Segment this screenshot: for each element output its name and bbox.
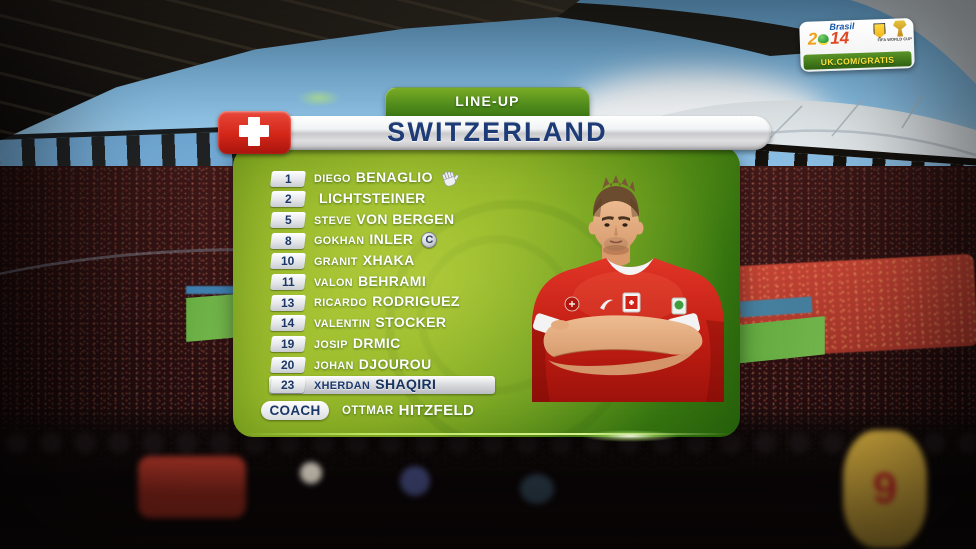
lineup-label: LINE-UP [455,93,520,109]
lineup-panel: 1 DIEGO BENAGLIO 2 LICHTSTEINER 5 STEVE VON BER… [233,146,742,444]
player-name: JOHAN DJOUROU [314,356,432,374]
player-number-badge: 19 [270,336,306,352]
player-first-name: GOKHAN [314,235,365,248]
player-number-badge: 20 [270,356,306,373]
player-name: VALON BEHRAMI [314,273,426,291]
player-name: JOSIP DRMIC [314,335,401,353]
player-number-badge: 10 [270,253,306,269]
player-row: 20 JOHAN DJOUROU [233,354,740,375]
goalkeeper-glove-icon [441,171,459,187]
swiss-flag-icon [218,111,291,154]
player-row: 13 RICARDO RODRIGUEZ [233,292,740,313]
player-number-badge: 14 [270,315,306,331]
player-first-name: STEVE [314,214,352,227]
player-row: 1 DIEGO BENAGLIO [233,168,740,189]
coach-label: COACH [261,401,329,420]
player-list: 1 DIEGO BENAGLIO 2 LICHTSTEINER 5 STEVE VON BER… [233,168,740,396]
football-icon [818,33,830,45]
coach-last-name: HITZFELD [398,402,475,419]
player-row: 23 XHERDAN SHAQIRI [233,375,740,396]
lineup-tab: LINE-UP [385,87,590,121]
trophy-label: FIFA WORLD CUP [877,36,912,43]
player-first-name: RICARDO [314,297,368,310]
player-name: XHERDAN SHAQIRI [314,376,436,394]
player-number-badge: 1 [270,170,306,187]
player-name: STEVE VON BERGEN [314,211,455,229]
player-row: 2 LICHTSTEINER [233,189,740,210]
player-number-badge: 13 [270,294,306,311]
player-number-badge: 5 [270,211,306,228]
year-2014-logo: 2 14 [807,28,850,49]
player-first-name: VALENTIN [314,318,371,331]
coach-first-name: OTTMAR [342,404,394,417]
player-last-name: RODRIGUEZ [372,293,460,310]
player-row: 11 VALON BEHRAMI [233,271,740,292]
player-last-name: LICHTSTEINER [319,190,426,207]
world-cup-trophy-icon [892,20,908,37]
red-object [138,456,246,518]
player-last-name: SHAQIRI [375,376,437,393]
watermark-caption: UK.COM/GRATIS [803,51,912,70]
player-last-name: DRMIC [352,334,401,351]
player-number-badge: 23 [270,377,306,393]
fan-yellow-shirt: 9 [843,430,927,548]
player-row: 14 VALENTIN STOCKER [233,313,740,334]
lens-glint [290,86,348,110]
player-row: 5 STEVE VON BERGEN [233,209,740,230]
coach-row: COACH OTTMAR HITZFELD [261,401,474,420]
player-last-name: VON BERGEN [356,210,455,227]
captain-icon: C [421,232,438,249]
player-photo [520,172,742,402]
player-row: 19 JOSIP DRMIC [233,334,740,355]
player-last-name: STOCKER [375,314,447,331]
player-name: GRANIT XHAKA [314,252,415,270]
player-last-name: BENAGLIO [355,169,433,186]
player-first-name: XHERDAN [314,380,371,393]
broadcaster-watermark: Brasil 2 14 FIFA WORLD CUP UK.COM/GRATIS [799,18,915,72]
player-first-name: JOHAN [314,359,354,372]
foreground-crowd: 9 [0,406,976,549]
ad-board [186,286,264,294]
player-first-name: VALON [314,276,353,289]
player-name: RICARDO RODRIGUEZ [314,293,460,311]
player-last-name: BEHRAMI [358,272,427,289]
player-row: 8 GOKHAN INLER C [233,230,740,251]
player-last-name: INLER [369,231,414,248]
player-first-name: GRANIT [314,256,358,269]
player-row: 10 GRANIT XHAKA [233,251,740,272]
player-last-name: DJOUROU [358,355,432,372]
player-last-name: XHAKA [362,252,415,269]
player-name: DIEGO BENAGLIO [314,169,433,187]
team-bar: SWITZERLAND [224,116,771,150]
player-first-name: DIEGO [314,173,351,186]
team-name: SWITZERLAND [387,116,608,147]
player-name: VALENTIN STOCKER [314,314,446,332]
player-name: LICHTSTEINER [314,190,426,208]
player-first-name: JOSIP [314,338,348,351]
player-number-badge: 2 [270,191,306,207]
player-number-badge: 11 [270,274,306,290]
lens-flare [565,428,695,444]
player-number-badge: 8 [270,232,306,249]
player-name: GOKHAN INLER [314,231,413,249]
